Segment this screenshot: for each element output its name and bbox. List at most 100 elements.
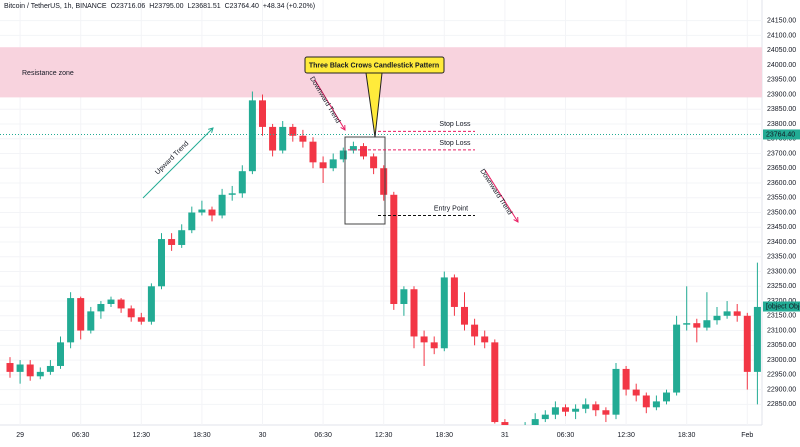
trend-arrow bbox=[314, 79, 346, 131]
candle-body bbox=[440, 277, 448, 349]
candle-body bbox=[541, 414, 549, 420]
level-label: Stop Loss bbox=[439, 140, 471, 147]
candle-body bbox=[269, 126, 277, 151]
header-item: +48.34 (+0.20%) bbox=[263, 3, 315, 10]
price-tag: [object Object] bbox=[766, 303, 800, 310]
candle-body bbox=[501, 422, 509, 425]
candle-body bbox=[299, 135, 307, 142]
candle-body bbox=[491, 342, 499, 423]
zone-label: Resistance zone bbox=[22, 70, 74, 77]
y-tick-label: 23350.00 bbox=[767, 254, 796, 261]
candle-body bbox=[430, 342, 438, 349]
candle-body bbox=[349, 146, 357, 151]
candle-body bbox=[16, 364, 24, 372]
candle-body bbox=[26, 364, 34, 377]
candle-body bbox=[137, 317, 145, 322]
candle-body bbox=[188, 212, 196, 231]
candle-body bbox=[6, 363, 14, 372]
candle-body bbox=[612, 368, 620, 415]
x-tick-label: 12:30 bbox=[375, 432, 393, 439]
candle-body bbox=[46, 365, 54, 372]
candle-body bbox=[87, 311, 95, 331]
y-tick-label: 23100.00 bbox=[767, 327, 796, 334]
candle-body bbox=[602, 410, 610, 415]
y-tick-label: 24100.00 bbox=[767, 32, 796, 39]
candle-body bbox=[471, 324, 479, 337]
y-tick-label: 22900.00 bbox=[767, 386, 796, 393]
arrow-head bbox=[340, 124, 346, 131]
candle-body bbox=[642, 395, 650, 408]
callout-box bbox=[304, 56, 445, 74]
candle-body bbox=[663, 392, 670, 402]
trend-arrow bbox=[142, 127, 214, 199]
y-tick-label: 22850.00 bbox=[767, 401, 796, 408]
x-tick-label: 06:30 bbox=[557, 432, 575, 439]
y-tick-label: 23250.00 bbox=[767, 283, 796, 290]
candle-body bbox=[551, 407, 559, 415]
candle-body bbox=[228, 193, 236, 195]
candle-body bbox=[693, 323, 701, 328]
header-item: L23681.51 bbox=[188, 3, 221, 10]
candle-body bbox=[743, 315, 751, 372]
y-tick-label: 23600.00 bbox=[767, 180, 796, 187]
y-tick-label: 23650.00 bbox=[767, 165, 796, 172]
candle-body bbox=[168, 239, 176, 245]
candle-body bbox=[279, 126, 287, 151]
candle-body bbox=[127, 308, 135, 318]
trend-arrow bbox=[484, 169, 519, 223]
y-tick-label: 24150.00 bbox=[767, 18, 796, 25]
candle-body bbox=[360, 146, 367, 157]
candle-body bbox=[238, 171, 246, 194]
x-tick-label: Feb bbox=[741, 432, 753, 439]
level-label: Entry Point bbox=[434, 205, 468, 212]
y-tick-label: 23450.00 bbox=[767, 224, 796, 231]
candle-body bbox=[158, 239, 165, 287]
x-tick-label: 06:30 bbox=[72, 432, 90, 439]
price-tag-bg bbox=[763, 129, 800, 140]
level-label: Stop Loss bbox=[439, 121, 471, 128]
candle-body bbox=[733, 311, 741, 316]
arrow-head bbox=[513, 216, 519, 223]
candle-body bbox=[723, 311, 731, 316]
y-tick-label: 23800.00 bbox=[767, 121, 796, 128]
candle-body bbox=[107, 299, 115, 304]
y-tick-label: 23500.00 bbox=[767, 209, 796, 216]
x-tick-label: 06:30 bbox=[314, 432, 332, 439]
candle-body bbox=[531, 419, 539, 425]
y-tick-label: 23400.00 bbox=[767, 239, 796, 246]
y-tick-label: 23700.00 bbox=[767, 150, 796, 157]
candle-body bbox=[380, 168, 388, 195]
y-tick-label: 23900.00 bbox=[767, 91, 796, 98]
candle-body bbox=[420, 336, 428, 343]
candle-body bbox=[178, 230, 186, 245]
candle-body bbox=[673, 324, 681, 393]
candle-body bbox=[592, 404, 600, 411]
header-item: C23764.40 bbox=[225, 3, 259, 10]
x-tick-label: 18:30 bbox=[436, 432, 454, 439]
candle-body bbox=[259, 100, 266, 127]
candle-body bbox=[632, 389, 640, 396]
candle-body bbox=[218, 194, 226, 216]
candle-body bbox=[57, 342, 64, 366]
candle-body bbox=[481, 336, 489, 343]
x-tick-label: 18:30 bbox=[193, 432, 211, 439]
x-tick-label: 30 bbox=[259, 432, 267, 439]
candle-body bbox=[67, 298, 75, 343]
y-tick-label: 23300.00 bbox=[767, 268, 796, 275]
candle-body bbox=[652, 401, 660, 408]
arrow-head bbox=[208, 127, 214, 133]
candle-body bbox=[370, 156, 378, 169]
candle-body bbox=[339, 150, 347, 160]
price-tag-bg bbox=[763, 301, 800, 312]
pattern-box bbox=[344, 136, 386, 225]
candle-body bbox=[77, 298, 85, 331]
candle-body bbox=[703, 320, 711, 328]
y-tick-label: 23200.00 bbox=[767, 298, 796, 305]
candle-body bbox=[289, 126, 297, 136]
candle-body bbox=[622, 368, 630, 390]
header-item: Bitcoin / TetherUS, 1h, BINANCE bbox=[4, 3, 107, 10]
price-tag: 23764.40 bbox=[766, 131, 795, 138]
y-tick-label: 23050.00 bbox=[767, 342, 796, 349]
y-tick-label: 22950.00 bbox=[767, 372, 796, 379]
